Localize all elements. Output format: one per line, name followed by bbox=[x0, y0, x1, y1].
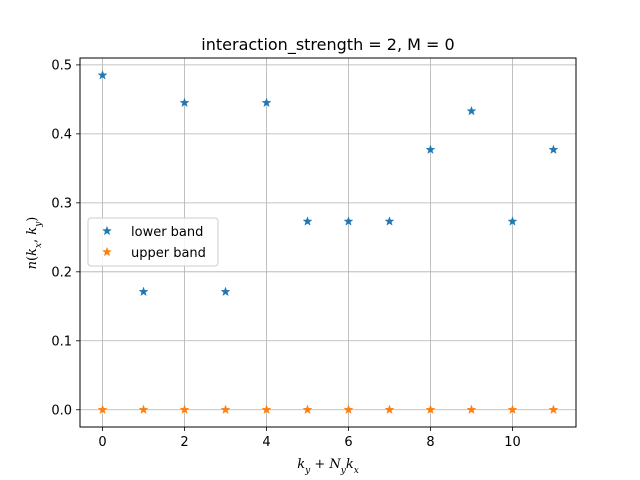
data-point-lower-band bbox=[384, 216, 395, 226]
x-tick-label: 10 bbox=[504, 435, 521, 450]
data-point-upper-band bbox=[97, 404, 108, 414]
data-point-upper-band bbox=[343, 404, 354, 414]
legend-marker-upper-band bbox=[102, 246, 112, 257]
x-tick-label: 4 bbox=[262, 435, 270, 450]
data-point-upper-band bbox=[220, 404, 231, 414]
legend-marker-lower-band bbox=[102, 225, 112, 236]
data-point-upper-band bbox=[261, 404, 272, 414]
data-point-lower-band bbox=[548, 144, 559, 154]
legend-label-upper-band: upper band bbox=[131, 246, 206, 261]
y-tick-label: 0.4 bbox=[51, 127, 72, 142]
data-point-upper-band bbox=[384, 404, 395, 414]
data-point-upper-band bbox=[425, 404, 436, 414]
data-point-upper-band bbox=[179, 404, 190, 414]
data-point-lower-band bbox=[343, 216, 354, 226]
y-tick-label: 0.0 bbox=[51, 403, 72, 418]
data-point-upper-band bbox=[302, 404, 313, 414]
data-point-upper-band bbox=[507, 404, 518, 414]
x-tick-label: 0 bbox=[98, 435, 106, 450]
data-point-lower-band bbox=[138, 286, 149, 297]
x-tick-label: 6 bbox=[344, 435, 352, 450]
data-point-lower-band bbox=[179, 97, 190, 108]
y-tick-label: 0.3 bbox=[51, 196, 72, 211]
data-point-lower-band bbox=[261, 97, 272, 108]
axis-ticks: 0 2 4 6 8 10 0.0 0.1 0.2 0.3 0.4 0.5 bbox=[51, 58, 520, 450]
x-tick-label: 8 bbox=[426, 435, 434, 450]
data-point-lower-band bbox=[425, 144, 436, 154]
y-axis-label: n(kx, ky) bbox=[25, 217, 44, 270]
data-points bbox=[97, 70, 559, 414]
data-point-upper-band bbox=[548, 404, 559, 414]
x-tick-label: 2 bbox=[180, 435, 188, 450]
y-tick-label: 0.2 bbox=[51, 265, 72, 280]
y-tick-label: 0.1 bbox=[51, 334, 72, 349]
chart-title: interaction_strength = 2, M = 0 bbox=[201, 35, 454, 55]
plot-frame bbox=[79, 57, 577, 428]
data-point-lower-band bbox=[97, 70, 108, 80]
data-point-lower-band bbox=[220, 286, 231, 297]
y-tick-label: 0.5 bbox=[51, 58, 72, 73]
data-point-upper-band bbox=[138, 404, 149, 414]
data-point-lower-band bbox=[466, 105, 477, 116]
data-point-upper-band bbox=[466, 404, 477, 414]
legend: lower band upper band bbox=[87, 217, 219, 267]
data-point-lower-band bbox=[302, 216, 313, 226]
legend-label-lower-band: lower band bbox=[131, 225, 203, 240]
legend-box bbox=[87, 217, 219, 267]
data-point-lower-band bbox=[507, 216, 518, 226]
